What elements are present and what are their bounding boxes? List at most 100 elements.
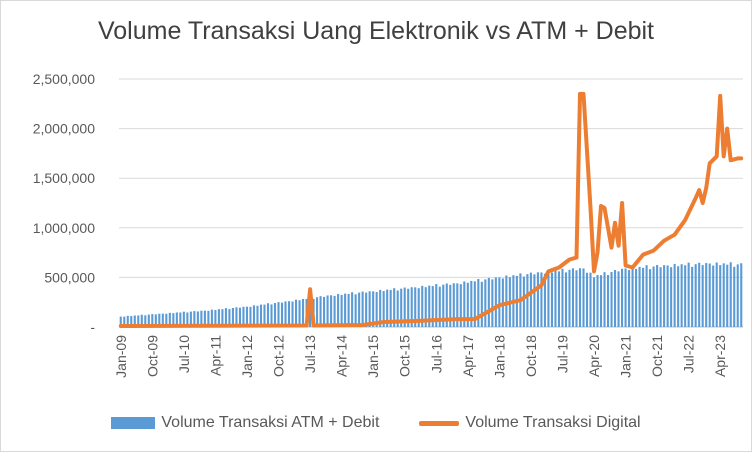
bar: [480, 281, 483, 327]
bar: [389, 290, 392, 327]
bar: [193, 311, 196, 327]
bar: [452, 283, 455, 327]
bar: [189, 311, 192, 327]
bar: [298, 300, 301, 327]
legend-item-bars: Volume Transaksi ATM + Debit: [111, 414, 379, 432]
bar: [631, 266, 634, 327]
bar: [382, 291, 385, 327]
bar: [126, 315, 129, 327]
bar: [603, 272, 606, 327]
bar: [309, 297, 312, 327]
bar: [123, 316, 126, 327]
bar: [379, 289, 382, 327]
bar: [259, 304, 263, 327]
bar: [270, 304, 273, 327]
bar: [533, 274, 536, 327]
y-tick-label: 2,000,000: [33, 121, 95, 137]
bar: [477, 278, 480, 327]
x-axis-labels: Jan-09 Oct-09 Jul-10 Apr-11 Jan-12 Oct-12 Jul-…: [113, 335, 728, 378]
bar: [182, 311, 185, 327]
bar: [140, 314, 143, 327]
y-tick-label: 1,000,000: [33, 220, 95, 236]
bar: [323, 296, 326, 327]
bar: [280, 302, 284, 327]
bar: [571, 268, 575, 327]
bar: [421, 285, 424, 327]
bar: [161, 313, 164, 327]
bar: [287, 301, 291, 327]
bar: [463, 281, 466, 327]
bar: [284, 301, 287, 327]
bar: [708, 263, 711, 327]
bar: [642, 267, 645, 327]
bar: [330, 295, 333, 327]
bar: [473, 281, 476, 327]
bar: [221, 309, 224, 327]
bar: [670, 267, 673, 327]
bar: [470, 280, 473, 327]
y-tick-label: 500,000: [44, 269, 95, 285]
chart-title: Volume Transaksi Uang Elektronik vs ATM …: [97, 17, 655, 45]
bar: [663, 265, 666, 327]
bar: [564, 272, 568, 327]
bar: [719, 265, 722, 327]
bar: [245, 306, 249, 327]
bar: [529, 272, 532, 327]
bar: [231, 307, 234, 327]
bar: [656, 265, 659, 327]
x-tick-label: Apr-20: [586, 335, 602, 377]
bar: [372, 291, 375, 327]
bar: [207, 310, 210, 327]
bar: [722, 263, 725, 327]
bar: [375, 292, 378, 327]
bar-series: [119, 262, 743, 327]
bar: [228, 309, 231, 327]
bar: [445, 283, 448, 327]
bar: [666, 265, 669, 327]
x-tick-label: Jan-12: [239, 335, 255, 378]
bar: [536, 272, 539, 327]
x-tick-label: Apr-23: [712, 335, 728, 377]
bar: [165, 313, 168, 327]
bar: [645, 265, 648, 327]
x-tick-label: Jul-13: [302, 335, 318, 373]
bar: [561, 268, 564, 327]
legend-item-line: Volume Transaksi Digital: [419, 414, 641, 432]
bar: [263, 304, 266, 327]
bar: [393, 288, 396, 327]
bar: [266, 303, 270, 327]
bar: [687, 262, 690, 327]
bar: [319, 296, 322, 327]
bar: [196, 311, 199, 327]
legend-label-bars: Volume Transaksi ATM + Debit: [161, 414, 380, 431]
bar: [638, 266, 641, 327]
bar: [424, 287, 427, 327]
bar: [242, 306, 245, 327]
y-tick-label: 2,500,000: [33, 71, 95, 87]
bar: [550, 272, 553, 327]
bar: [438, 286, 441, 327]
legend-swatch-line: [419, 420, 460, 426]
bar: [701, 265, 704, 327]
bar: [456, 283, 459, 327]
bar: [144, 315, 147, 327]
legend: Volume Transaksi ATM + Debit Volume Tran…: [1, 411, 751, 435]
bar: [621, 268, 624, 327]
bar: [151, 314, 154, 327]
x-tick-label: Jul-16: [428, 335, 444, 373]
x-tick-label: Oct-12: [271, 335, 287, 377]
bar: [599, 275, 603, 327]
bar: [347, 293, 350, 327]
bar: [214, 309, 217, 327]
bar: [740, 263, 743, 327]
bar: [694, 264, 697, 327]
bar: [326, 295, 329, 327]
bar: [238, 307, 241, 327]
bar: [578, 268, 582, 327]
bar: [505, 275, 508, 327]
bar: [726, 264, 729, 327]
bar: [705, 263, 708, 327]
bar: [396, 290, 399, 327]
bar: [414, 287, 417, 327]
x-tick-label: Jan-15: [365, 335, 381, 378]
